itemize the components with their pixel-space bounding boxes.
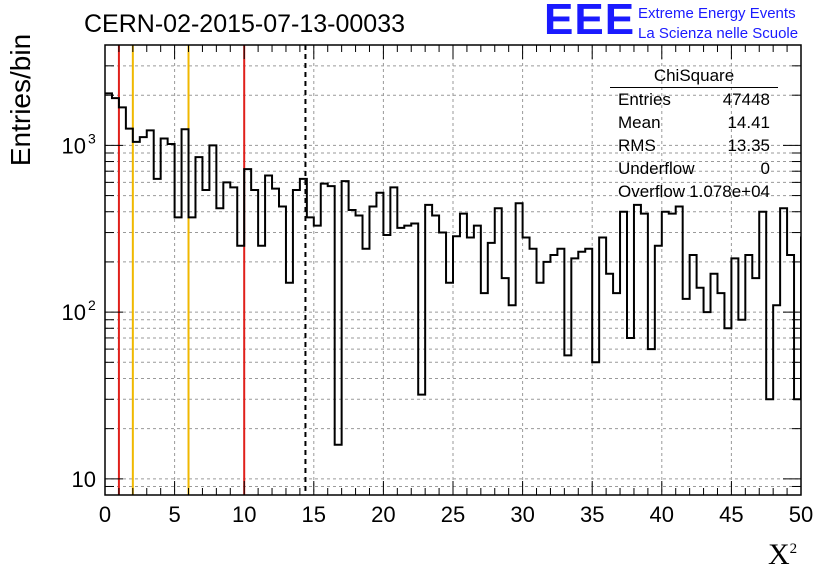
axis-ticks [104, 44, 802, 496]
stats-row: Mean 14.41 [610, 111, 778, 134]
x-tick-label: 35 [580, 502, 604, 527]
stats-title: ChiSquare [610, 66, 778, 88]
x-tick-label: 50 [789, 502, 813, 527]
stats-label: Entries [618, 90, 671, 109]
stats-value: 14.41 [727, 113, 770, 132]
eee-logo: EEE [544, 0, 636, 44]
logo-line-2: La Scienza nelle Scuole [638, 25, 799, 42]
histogram-step-line [105, 92, 801, 446]
y-axis-label: Entries/bin [5, 34, 36, 166]
y-tick-label: 10 [62, 133, 86, 158]
x-tick-label: 40 [650, 502, 674, 527]
histogram-series [105, 92, 801, 446]
y-tick-exponent: 2 [88, 297, 96, 313]
x-tick-labels: 0 5 10 15 20 25 30 35 40 45 50 [99, 502, 813, 527]
x-tick-label: 20 [371, 502, 395, 527]
stats-row: Overflow 1.078e+04 [610, 180, 778, 203]
stats-box: ChiSquare Entries 47448 Mean 14.41 RMS 13.3… [610, 66, 778, 203]
stats-value: 47448 [722, 90, 770, 109]
x-axis-label-sup: 2 [789, 541, 798, 557]
x-tick-label: 10 [232, 502, 256, 527]
stats-value: 1.078e+04 [689, 182, 770, 201]
stats-label: Mean [618, 113, 661, 132]
y-tick-label: 10 [62, 300, 86, 325]
logo-line-1: Extreme Energy Events [638, 5, 796, 22]
x-tick-label: 30 [510, 502, 534, 527]
stats-row: RMS 13.35 [610, 134, 778, 157]
stats-label: Underflow [618, 159, 695, 178]
x-tick-label: 0 [99, 502, 111, 527]
x-axis-label: X2 [768, 538, 797, 572]
chart-title: CERN-02-2015-07-13-00033 [84, 10, 406, 38]
x-tick-label: 5 [168, 502, 180, 527]
stats-row: Underflow 0 [610, 157, 778, 180]
x-tick-label: 45 [719, 502, 743, 527]
y-tick-exponent: 3 [88, 130, 96, 146]
x-tick-label: 25 [441, 502, 465, 527]
y-tick-label: 10 [72, 467, 96, 492]
cut-lines [117, 45, 307, 495]
x-tick-label: 15 [302, 502, 326, 527]
stats-label: RMS [618, 136, 656, 155]
x-axis-label-text: X [768, 538, 790, 571]
stats-label: Overflow [618, 182, 686, 201]
stats-value: 0 [760, 159, 770, 178]
stats-value: 13.35 [727, 136, 770, 155]
stats-row: Entries 47448 [610, 88, 778, 111]
